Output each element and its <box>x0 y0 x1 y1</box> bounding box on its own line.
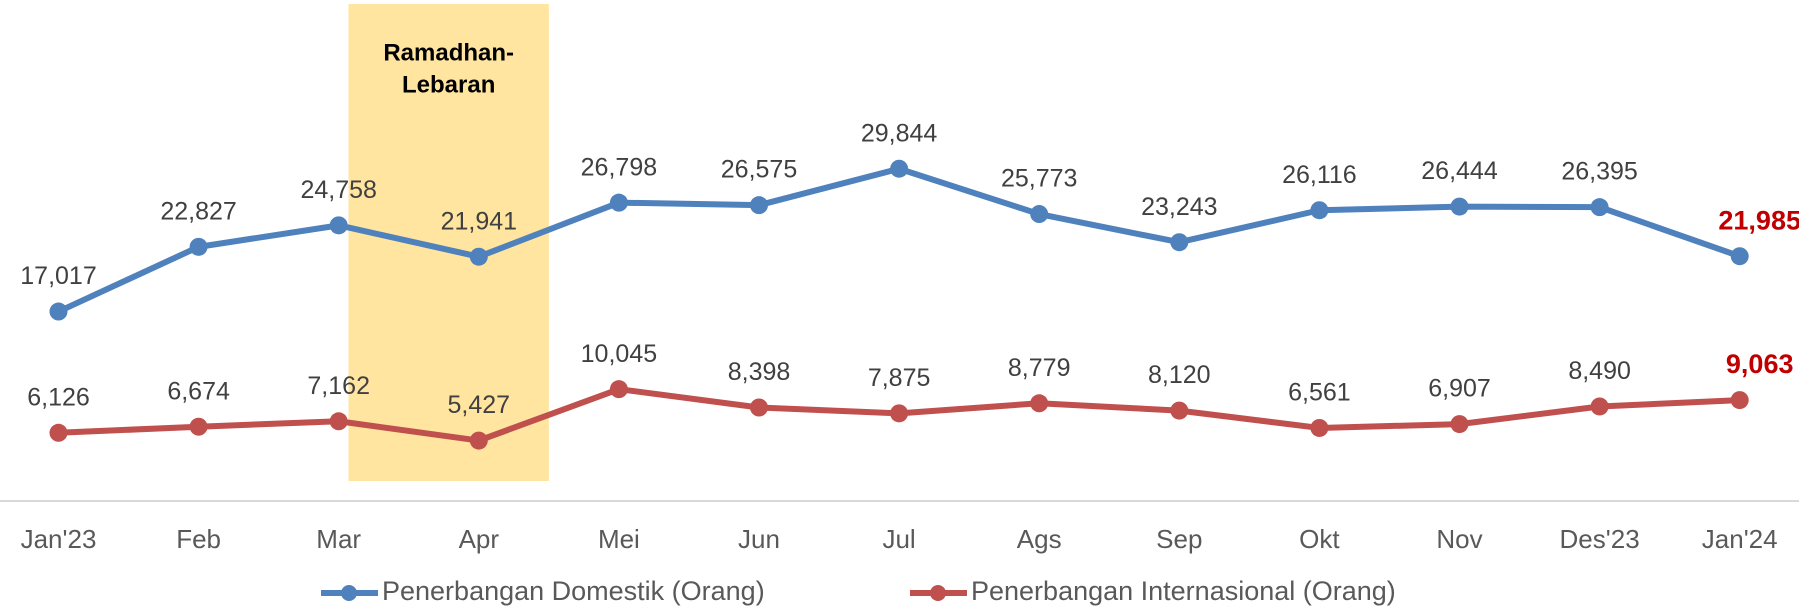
data-point <box>750 196 768 215</box>
data-point <box>750 398 768 417</box>
x-tick-label: Apr <box>459 524 500 554</box>
data-label: 6,674 <box>167 377 230 405</box>
data-label: 26,116 <box>1282 161 1357 189</box>
data-point <box>1310 201 1329 220</box>
data-point <box>1170 233 1189 252</box>
data-point <box>1310 418 1329 437</box>
x-tick-label: Des'23 <box>1560 524 1640 554</box>
data-point <box>1590 198 1609 217</box>
data-point <box>1030 205 1049 224</box>
x-tick-label: Mar <box>316 524 361 554</box>
data-label: 23,243 <box>1141 193 1217 221</box>
data-point <box>1450 415 1469 434</box>
data-point <box>609 193 628 212</box>
data-label: 6,126 <box>27 383 90 411</box>
data-label: 26,798 <box>581 153 657 181</box>
data-label: 29,844 <box>861 119 938 147</box>
data-point <box>189 237 208 256</box>
data-label: 26,444 <box>1421 157 1498 185</box>
x-tick-label: Jan'23 <box>21 524 97 554</box>
x-tick-label: Sep <box>1156 524 1202 554</box>
data-label: 7,162 <box>307 372 370 400</box>
data-label: 5,427 <box>448 391 511 419</box>
legend-marker <box>341 585 357 601</box>
x-tick-label: Okt <box>1299 524 1340 554</box>
data-label: 26,395 <box>1561 158 1637 186</box>
data-label: 8,398 <box>728 358 791 386</box>
data-label: 10,045 <box>581 340 657 368</box>
data-point <box>49 423 68 442</box>
data-point <box>609 380 628 399</box>
data-point <box>1730 247 1749 266</box>
x-tick-label: Jan'24 <box>1702 524 1778 554</box>
legend-marker <box>930 585 946 601</box>
x-tick-label: Jun <box>738 524 780 554</box>
data-point <box>469 431 488 450</box>
data-label: 8,120 <box>1148 361 1211 389</box>
x-tick-label: Nov <box>1436 524 1482 554</box>
data-label: 26,575 <box>721 156 797 184</box>
legend-label: Penerbangan Internasional (Orang) <box>971 576 1396 606</box>
data-point <box>1170 401 1189 420</box>
data-label: 17,017 <box>20 262 96 290</box>
data-point <box>1450 197 1469 216</box>
x-tick-label: Jul <box>882 524 915 554</box>
data-label: 7,875 <box>868 364 931 392</box>
annotation-text: Ramadhan- <box>383 39 514 66</box>
data-label: 24,758 <box>300 176 376 204</box>
x-tick-label: Feb <box>176 524 221 554</box>
data-point <box>890 159 909 178</box>
data-point <box>1590 397 1609 416</box>
data-point <box>329 216 348 235</box>
legend-label: Penerbangan Domestik (Orang) <box>382 576 765 606</box>
data-point <box>329 412 348 431</box>
data-label: 8,779 <box>1008 354 1071 382</box>
data-point <box>1030 394 1049 413</box>
data-label: 22,827 <box>160 197 236 225</box>
data-point <box>189 417 208 436</box>
data-point <box>1730 391 1749 410</box>
data-label: 25,773 <box>1001 165 1077 193</box>
x-tick-label: Mei <box>598 524 640 554</box>
annotation-text: Lebaran <box>402 71 495 98</box>
data-label: 6,561 <box>1288 379 1351 407</box>
data-label: 21,941 <box>441 207 517 235</box>
data-label: 8,490 <box>1568 357 1631 385</box>
data-label: 21,985 <box>1718 205 1799 235</box>
data-point <box>469 247 488 266</box>
data-point <box>890 404 909 423</box>
data-label: 6,907 <box>1428 375 1491 403</box>
data-point <box>49 302 68 321</box>
x-tick-label: Ags <box>1017 524 1062 554</box>
data-label: 9,063 <box>1726 349 1794 379</box>
